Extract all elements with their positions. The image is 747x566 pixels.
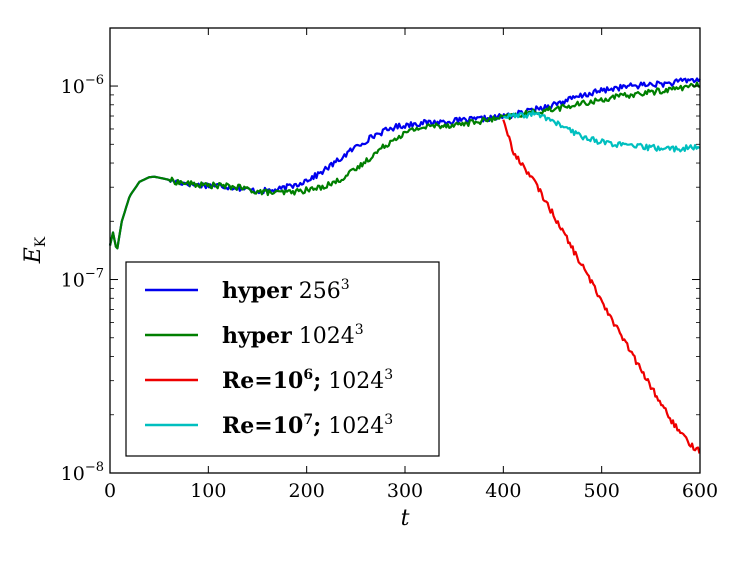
y-axis-label-base: E [21,247,46,264]
x-tick-label: 200 [289,480,325,502]
y-tick-label: 10−6 [61,73,104,98]
legend-label: hyper 10243 [222,322,364,349]
legend-items: hyper 2563 hyper 10243 Re=106; 10243 Re=107… [145,277,393,439]
series-line [502,119,701,454]
legend-item: Re=106; 10243 [145,367,393,394]
y-axis-label: EK [21,236,49,264]
legend-label: hyper 2563 [222,277,350,304]
series-line [108,77,701,250]
x-tick-label: 400 [485,480,521,502]
y-tick-label: 10−7 [61,267,104,292]
x-tick-label: 100 [190,480,226,502]
tick-layer: 0 100 200 300 400 500 600 10−6 10−7 10−8 [61,28,718,502]
svg-text:EK: EK [21,236,49,264]
series-line [108,81,701,250]
x-tick-label: 0 [104,480,116,502]
x-tick-label: 300 [387,480,423,502]
y-axis-label-sub: K [33,236,49,247]
x-tick-label: 500 [584,480,620,502]
x-tick-label: 600 [682,480,718,502]
legend: hyper 2563 hyper 10243 Re=106; 10243 Re=107… [125,261,440,457]
x-axis-label: t [401,506,410,531]
legend-item: hyper 2563 [145,277,350,304]
series-layer [108,77,701,454]
legend-label: Re=106; 10243 [222,367,393,394]
legend-label: Re=107; 10243 [222,412,393,439]
legend-item: Re=107; 10243 [145,412,393,439]
legend-item: hyper 10243 [145,322,364,349]
y-tick-label: 10−8 [61,460,104,485]
series-line [503,110,701,153]
legend-box [125,261,440,457]
